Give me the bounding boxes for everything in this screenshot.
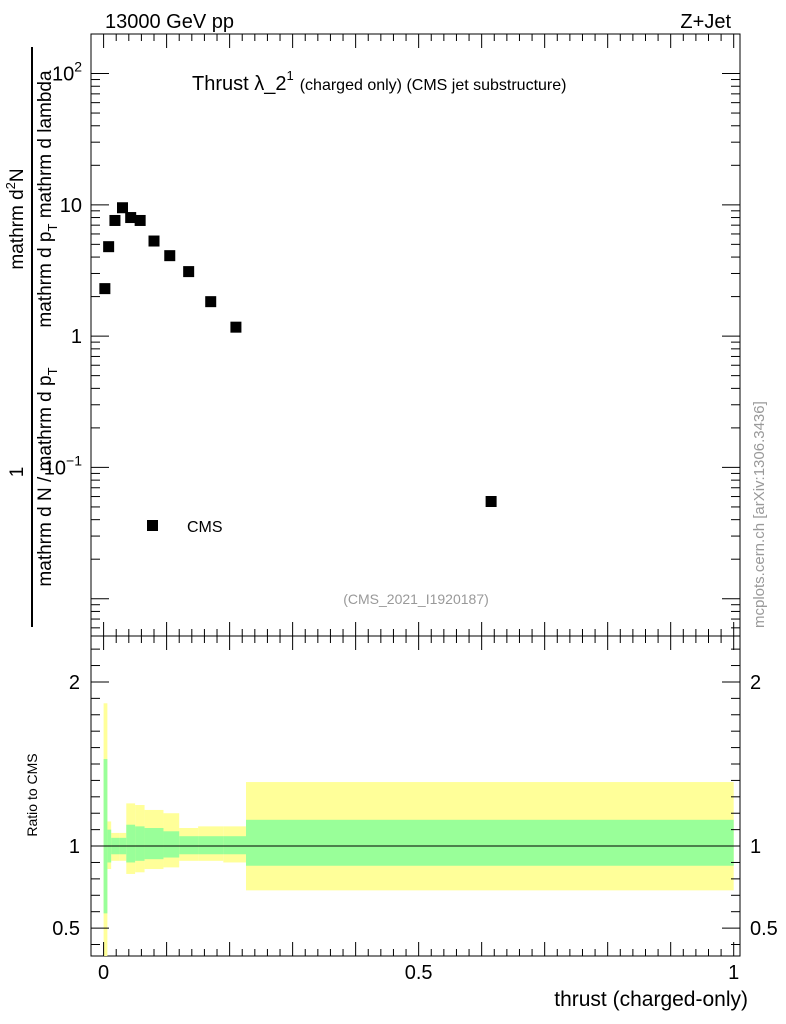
data-point: [485, 496, 497, 508]
header-energy-label: 13000 GeV pp: [105, 11, 234, 33]
header-process-label: Z+Jet: [680, 11, 731, 33]
main-y-tick-label: 1: [71, 326, 82, 348]
x-tick-label: 1: [728, 962, 739, 984]
ratio-y-tick-label-right: 0.5: [750, 918, 778, 940]
y-label-num-tail: N: [7, 168, 28, 182]
ratio-inner-band: [223, 836, 247, 855]
ratio-inner-band: [163, 831, 180, 858]
ratio-y-label: Ratio to CMS: [24, 753, 40, 836]
ratio-bands: [103, 703, 734, 956]
y-label-num-sup: 2: [3, 182, 18, 189]
ratio-y-tick-label: 2: [69, 672, 80, 694]
ratio-inner-band: [246, 819, 734, 866]
ratio-y-tick-label: 1: [69, 836, 80, 858]
data-point: [183, 266, 195, 278]
y-label-den-tail: mathrm d lambda: [35, 70, 56, 224]
data-point: [134, 214, 146, 226]
main-y-tick-label: 10−1: [44, 452, 82, 479]
analysis-id: (CMS_2021_I1920187): [343, 591, 489, 607]
data-point: [148, 235, 160, 247]
main-y-tick-label: 102: [52, 59, 82, 86]
main-y-ticks: 10−1 1 10 102: [44, 33, 740, 629]
y-label-den-sub: T: [45, 223, 60, 231]
ratio-inner-band: [126, 824, 136, 863]
y-label-prefactor-numerator: 1: [7, 467, 28, 478]
data-point: [230, 321, 242, 333]
ratio-inner-band: [103, 759, 108, 914]
ratio-y-tick-label: 0.5: [52, 918, 80, 940]
ratio-y-tick-label-right: 2: [750, 672, 761, 694]
ratio-inner-band: [179, 836, 199, 855]
plot-title-detail: (charged only) (CMS jet substructure): [300, 77, 567, 94]
data-point: [103, 241, 115, 253]
data-point: [99, 283, 111, 295]
y-label-num-text: mathrm d: [7, 189, 28, 269]
y-label-prefactor-denominator: mathrm d N / mathrm d pT: [35, 367, 60, 586]
x-tick-label: 0.5: [405, 962, 433, 984]
data-point: [164, 250, 176, 262]
y-axis-label: 1 mathrm d N / mathrm d pT mathrm d2N ma…: [3, 47, 60, 627]
y-label-numerator: mathrm d2N: [3, 168, 28, 269]
data-point: [109, 214, 121, 226]
x-tick-label: 0: [98, 962, 109, 984]
plot-title: Thrust λ_21 (charged only) (CMS jet subst…: [192, 68, 566, 95]
legend-label: CMS: [187, 519, 223, 536]
data-point: [205, 296, 217, 308]
ratio-plot-frame: [90, 635, 741, 957]
data-point: [125, 212, 137, 224]
side-watermark: mcplots.cern.ch [arXiv:1306.3436]: [751, 401, 768, 628]
ratio-y-tick-label-right: 1: [750, 836, 761, 858]
ratio-inner-band: [144, 828, 164, 860]
ratio-y-ticks: 0.5 0.5 1 1 2 2: [52, 648, 778, 946]
legend-marker: [147, 520, 158, 531]
ratio-inner-band: [198, 836, 224, 855]
data-markers: [99, 202, 497, 508]
x-axis-label: thrust (charged-only): [554, 988, 748, 1011]
y-label-prefactor-den-text: mathrm d N / mathrm d p: [35, 375, 56, 586]
data-point: [117, 202, 129, 214]
plot-title-main: Thrust λ_2: [192, 73, 286, 95]
y-label-denominator: mathrm d pT mathrm d lambda: [35, 70, 60, 328]
ratio-inner-band: [135, 826, 145, 861]
main-plot-frame: [90, 33, 741, 637]
y-label-prefactor-den-sub: T: [45, 367, 60, 375]
main-y-tick-label: 10: [60, 195, 82, 217]
y-label-den-text: mathrm d p: [35, 231, 56, 327]
plot-title-superscript: 1: [286, 68, 293, 83]
x-ticks: 0 0.5 1: [90, 34, 739, 984]
